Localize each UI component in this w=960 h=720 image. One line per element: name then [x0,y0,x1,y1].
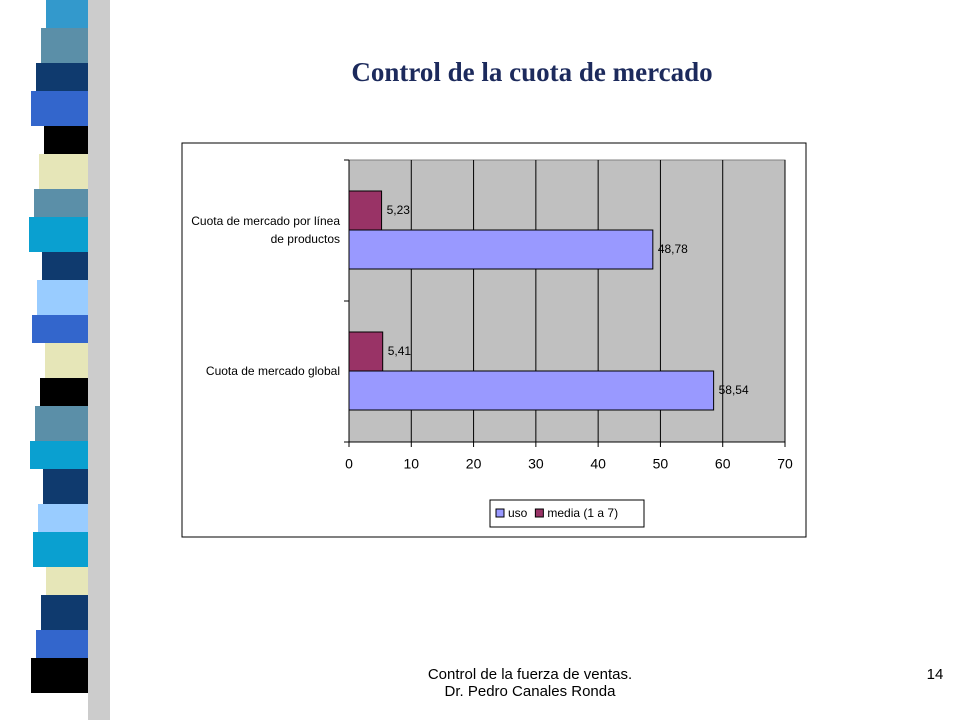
decor-strip [29,0,110,720]
legend-box [489,499,645,528]
chart-title: Control de la cuota de mercado [351,57,712,87]
strip-block [32,315,88,343]
bar [348,370,715,411]
x-tick-label: 50 [653,456,669,472]
legend-label: uso [508,506,528,520]
strip-shadow [88,0,110,720]
bar [348,331,384,372]
strip-block [39,154,88,189]
data-label: 58,54 [719,383,749,397]
strip-block [43,469,88,504]
strip-block [41,28,88,63]
strip-block [31,658,88,693]
strip-block [33,532,88,567]
strip-block [45,343,88,378]
strip-block [44,126,88,154]
y-tick-label: Cuota de mercado por línea de productos [191,213,340,246]
footer-line: Control de la fuerza de ventas. [427,666,633,683]
strip-block [41,595,88,630]
page-number: 14 [926,666,944,683]
data-label: 5,41 [388,344,412,358]
legend-label: media (1 a 7) [547,506,618,520]
y-tick-label: Cuota de mercado global [205,363,340,378]
data-label: 5,23 [387,203,411,217]
bar [348,229,654,270]
strip-block [40,378,88,406]
strip-block [36,63,88,91]
legend-swatch [495,508,505,518]
x-tick-label: 0 [345,456,353,472]
x-tick-label: 60 [715,456,731,472]
strip-block [31,91,88,126]
bar [348,190,383,231]
strip-block [29,217,88,252]
strip-block [46,0,88,28]
strip-block [46,567,88,595]
x-tick-label: 20 [466,456,482,472]
footer-text: Control de la fuerza de ventas. Dr. Pedr… [380,666,680,700]
strip-block [35,406,88,441]
strip-block [34,189,88,217]
x-tick-label: 10 [403,456,419,472]
legend-swatch [534,508,544,518]
strip-block [30,441,88,469]
data-label: 48,78 [658,242,688,256]
strip-block [42,252,88,280]
strip-block [36,630,88,658]
footer-line: Dr. Pedro Canales Ronda [444,683,616,700]
x-tick-label: 40 [590,456,606,472]
strip-block [37,280,88,315]
x-tick-label: 30 [528,456,544,472]
x-tick-label: 70 [777,456,793,472]
strip-block [38,504,88,532]
